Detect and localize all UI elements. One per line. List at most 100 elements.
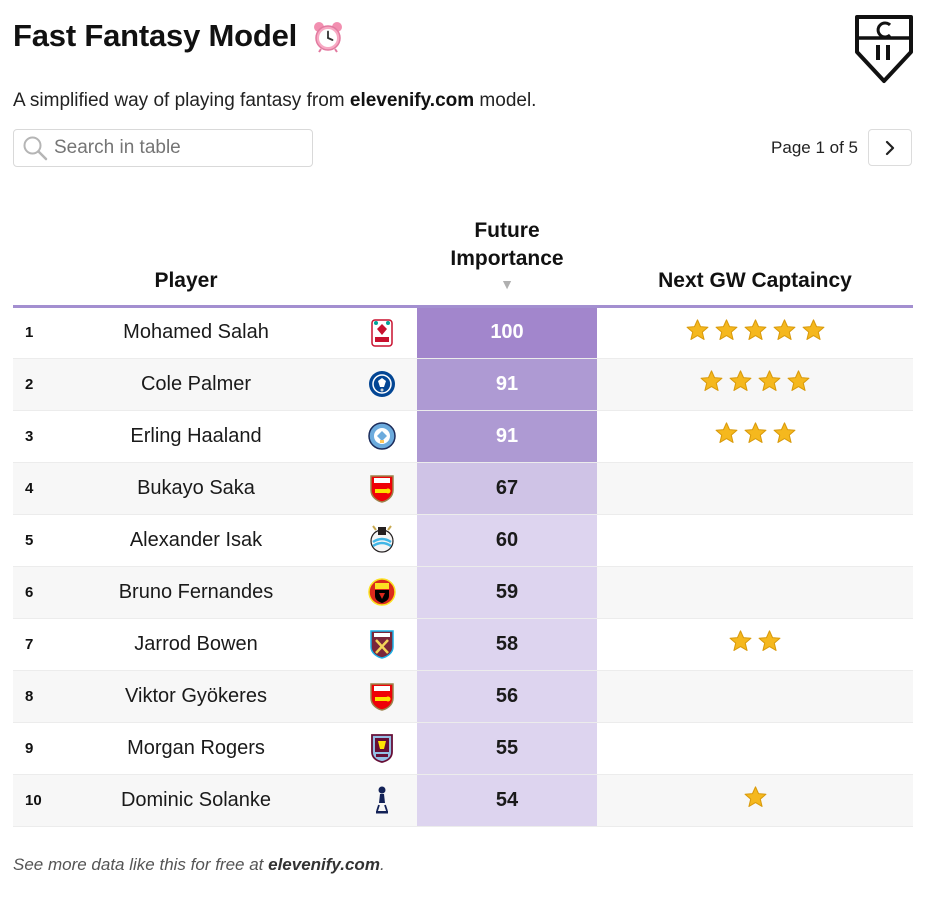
player-name: Alexander Isak (129, 528, 263, 551)
club-badge-cell (347, 774, 417, 826)
column-header-player[interactable]: Player (13, 198, 347, 306)
captaincy-cell (597, 462, 913, 514)
importance-cell: 60 (417, 514, 597, 566)
club-badge-cell (347, 514, 417, 566)
column-header-captaincy[interactable]: Next GW Captaincy (597, 198, 913, 306)
next-page-button[interactable] (868, 129, 912, 166)
player-name: Cole Palmer (140, 372, 252, 395)
captaincy-stars (699, 369, 811, 394)
club-badge-cell (347, 306, 417, 358)
footer-prefix: See more data like this for free at (13, 855, 269, 874)
table-row[interactable]: 1 Mohamed Salah 100 (13, 306, 913, 358)
star-icon (773, 422, 795, 443)
star-icon (744, 422, 766, 443)
column-header-badge (347, 198, 417, 306)
search-input[interactable] (54, 137, 304, 159)
table-row[interactable]: 4 Bukayo Saka 67 (13, 462, 913, 514)
star-icon (715, 422, 737, 443)
star-icon (744, 786, 766, 807)
rank-cell: 1 (25, 324, 34, 341)
club-badge-cell (347, 566, 417, 618)
table-row[interactable]: 2 Cole Palmer 91 (13, 358, 913, 410)
table-body: 1 Mohamed Salah 100 2 Cole Palmer 91 3 Erling H… (13, 306, 913, 826)
captaincy-cell (597, 514, 913, 566)
table-row[interactable]: 3 Erling Haaland 91 (13, 410, 913, 462)
captaincy-stars (685, 318, 826, 343)
captaincy-stars (743, 785, 768, 810)
player-name: Erling Haaland (130, 424, 262, 447)
rank-cell: 3 (25, 427, 34, 445)
importance-cell: 54 (417, 774, 597, 826)
star-icon (773, 318, 795, 340)
table-row[interactable]: 10 Dominic Solanke 54 (13, 774, 913, 826)
pagination: Page 1 of 5 (771, 129, 912, 166)
star-icon (758, 370, 781, 391)
alarm-clock-icon (314, 22, 343, 53)
player-name: Jarrod Bowen (134, 632, 258, 655)
rank-cell: 8 (25, 687, 34, 705)
column-header-importance[interactable]: Future Importance ▼ (417, 198, 597, 306)
table-row[interactable]: 9 Morgan Rogers 55 (13, 722, 913, 774)
page-indicator: Page 1 of 5 (771, 137, 858, 157)
rank-cell: 5 (25, 531, 34, 549)
importance-cell: 91 (417, 410, 597, 462)
club-badge-cell (347, 722, 417, 774)
rank-cell: 9 (25, 739, 34, 757)
table-row[interactable]: 7 Jarrod Bowen 58 (13, 618, 913, 670)
importance-cell: 59 (417, 566, 597, 618)
tottenham-badge-icon (367, 784, 397, 816)
footer-site: elevenify.com (268, 855, 380, 874)
player-name: Bruno Fernandes (118, 580, 274, 603)
west-ham-badge-icon (367, 628, 397, 660)
man-city-badge-icon (367, 420, 397, 452)
subtitle-prefix: A simplified way of playing fantasy from (13, 90, 350, 111)
header: Fast Fantasy Model (13, 18, 345, 54)
star-icon (715, 318, 737, 340)
captaincy-stars (714, 421, 797, 446)
star-icon (686, 318, 708, 340)
captaincy-cell (597, 358, 913, 410)
importance-cell: 58 (417, 618, 597, 670)
subtitle: A simplified way of playing fantasy from… (13, 90, 536, 112)
newcastle-badge-icon (367, 524, 397, 556)
rank-cell: 4 (25, 479, 34, 497)
footer-note: See more data like this for free at elev… (13, 855, 385, 875)
captaincy-cell (597, 306, 913, 358)
captaincy-stars (728, 629, 782, 654)
table-row[interactable]: 5 Alexander Isak 60 (13, 514, 913, 566)
rank-cell: 7 (25, 635, 34, 653)
star-icon (729, 630, 752, 651)
player-name: Dominic Solanke (120, 788, 272, 811)
captaincy-cell (597, 670, 913, 722)
player-name: Viktor Gyökeres (125, 684, 267, 707)
star-icon (700, 370, 723, 391)
search-box[interactable] (13, 129, 313, 167)
club-badge-cell (347, 358, 417, 410)
elevenify-logo (855, 15, 913, 83)
sort-desc-icon: ▼ (500, 275, 514, 292)
star-icon (758, 630, 781, 651)
table-row[interactable]: 6 Bruno Fernandes 59 (13, 566, 913, 618)
player-name: Bukayo Saka (137, 476, 255, 499)
captaincy-cell (597, 722, 913, 774)
arsenal-badge-icon (367, 472, 397, 504)
captaincy-cell (597, 566, 913, 618)
table-header: Player Future Importance ▼ Next GW Capta… (13, 198, 913, 306)
importance-cell: 91 (417, 358, 597, 410)
captaincy-cell (597, 618, 913, 670)
subtitle-site: elevenify.com (349, 90, 475, 111)
table-row[interactable]: 8 Viktor Gyökeres 56 (13, 670, 913, 722)
importance-cell: 55 (417, 722, 597, 774)
player-table: Player Future Importance ▼ Next GW Capta… (13, 198, 913, 827)
aston-villa-badge-icon (367, 732, 397, 764)
player-name: Morgan Rogers (127, 736, 265, 759)
subtitle-suffix: model. (474, 90, 537, 111)
club-badge-cell (347, 410, 417, 462)
importance-cell: 67 (417, 462, 597, 514)
club-badge-cell (347, 462, 417, 514)
star-icon (787, 370, 810, 391)
rank-cell: 6 (25, 583, 34, 601)
man-utd-badge-icon (367, 576, 397, 608)
chevron-right-icon (885, 140, 895, 155)
liverpool-badge-icon (367, 317, 397, 349)
